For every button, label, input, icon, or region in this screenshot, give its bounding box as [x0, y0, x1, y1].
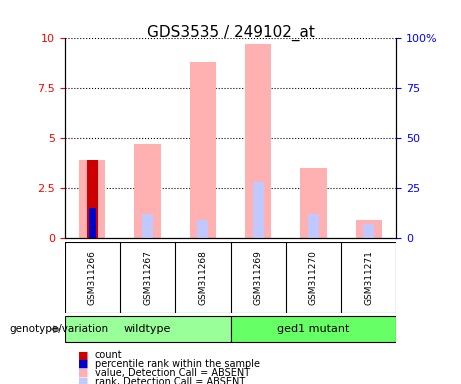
Bar: [245, 45, 272, 238]
Text: wildtype: wildtype: [124, 324, 171, 334]
Text: ■: ■: [78, 368, 89, 378]
Text: GSM311271: GSM311271: [364, 250, 373, 305]
Bar: [308, 214, 319, 238]
FancyBboxPatch shape: [65, 316, 230, 342]
Bar: [87, 208, 98, 238]
Text: ■: ■: [78, 350, 89, 360]
Text: GDS3535 / 249102_at: GDS3535 / 249102_at: [147, 25, 314, 41]
Bar: [134, 144, 161, 238]
FancyBboxPatch shape: [230, 316, 396, 342]
Text: value, Detection Call = ABSENT: value, Detection Call = ABSENT: [95, 368, 249, 378]
Bar: [189, 62, 216, 238]
Bar: [363, 224, 374, 238]
Text: rank, Detection Call = ABSENT: rank, Detection Call = ABSENT: [95, 377, 245, 384]
Text: ■: ■: [78, 359, 89, 369]
Bar: [142, 214, 153, 238]
Bar: [89, 208, 95, 238]
Bar: [197, 220, 208, 238]
Text: ged1 mutant: ged1 mutant: [278, 324, 349, 334]
Bar: [253, 182, 264, 238]
Bar: [355, 220, 382, 238]
Bar: [79, 160, 106, 238]
Text: count: count: [95, 350, 122, 360]
Text: GSM311267: GSM311267: [143, 250, 152, 305]
Text: GSM311266: GSM311266: [88, 250, 97, 305]
Text: GSM311268: GSM311268: [198, 250, 207, 305]
Bar: [87, 160, 98, 238]
Text: ■: ■: [78, 377, 89, 384]
Bar: [300, 168, 327, 238]
Text: GSM311269: GSM311269: [254, 250, 263, 305]
Text: percentile rank within the sample: percentile rank within the sample: [95, 359, 260, 369]
Text: genotype/variation: genotype/variation: [9, 324, 108, 334]
Text: GSM311270: GSM311270: [309, 250, 318, 305]
